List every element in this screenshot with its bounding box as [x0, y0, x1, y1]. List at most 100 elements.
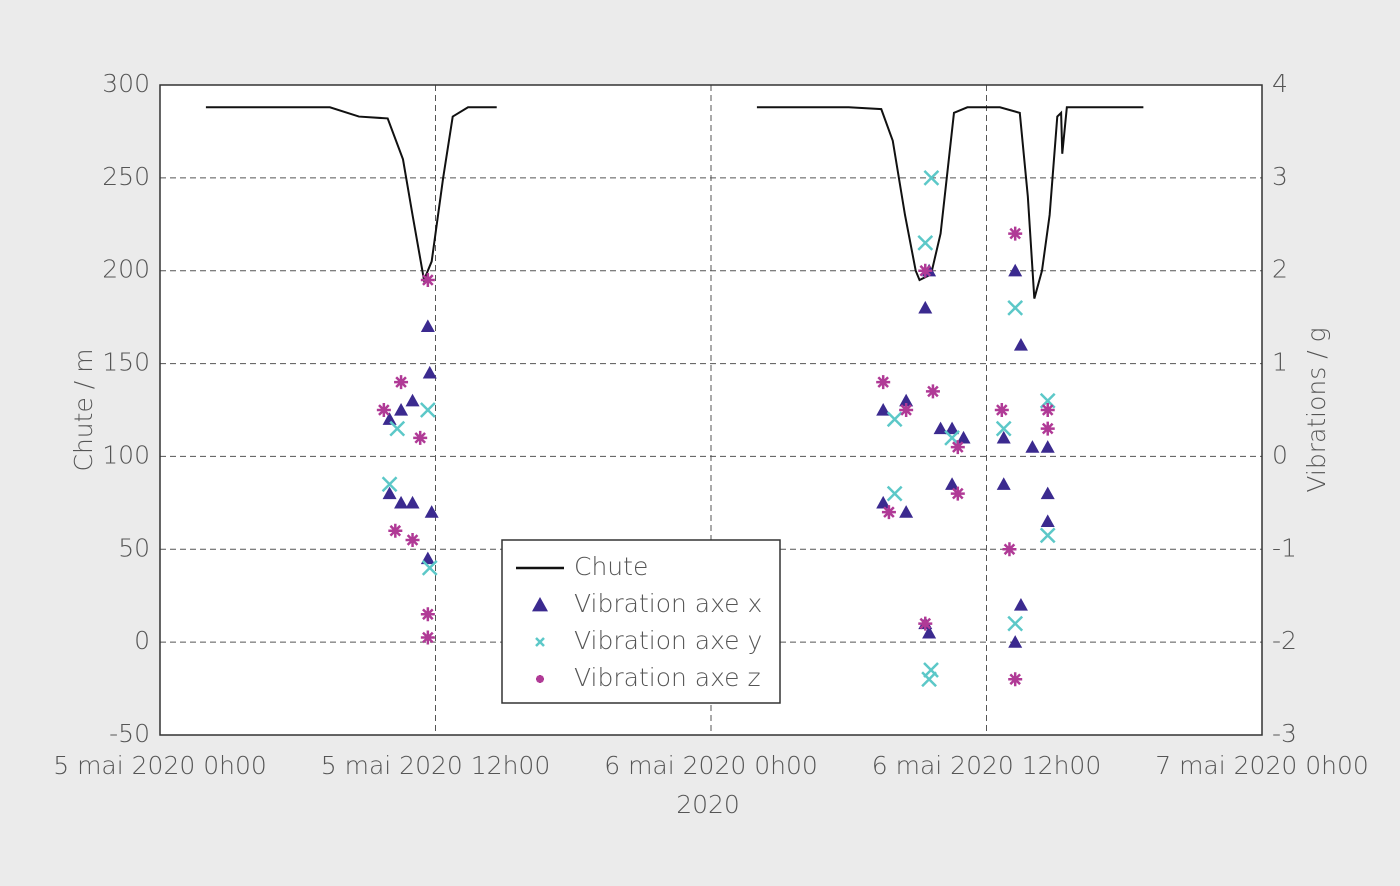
scatter-point [918, 263, 933, 278]
scatter-point [1008, 226, 1023, 241]
scatter-point [1040, 514, 1055, 528]
y-tick-label: 300 [102, 69, 150, 98]
scatter-point [933, 421, 948, 435]
y2-tick-label: 3 [1272, 162, 1288, 191]
scatter-point [1040, 421, 1055, 436]
y-tick-label: 150 [102, 348, 150, 377]
scatter-point [918, 616, 933, 631]
scatter-point [899, 393, 914, 407]
scatter-point [876, 375, 891, 390]
marks [205, 106, 1144, 688]
scatter-point [1013, 338, 1028, 351]
legend-label: Chute [574, 552, 648, 581]
scatter-point [996, 430, 1011, 444]
scatter-point [917, 234, 934, 251]
scatter-point [376, 403, 391, 417]
y-tick-label: 250 [102, 162, 150, 191]
y2-tick-label: 4 [1272, 69, 1288, 98]
scatter-point [881, 505, 896, 520]
y2-tick-label: 0 [1272, 440, 1288, 469]
scatter-point [394, 403, 409, 416]
scatter-point [950, 486, 965, 501]
x-axis-label: 2020 [676, 790, 740, 819]
legend-label: Vibration axe z [574, 663, 761, 692]
scatter-point [923, 169, 940, 186]
scatter-point [899, 505, 914, 518]
x-tick-label: 5 mai 2020 12h00 [321, 751, 550, 780]
scatter-point [956, 430, 971, 444]
scatter-point [1039, 527, 1056, 544]
legend-marker [535, 637, 545, 647]
scatter-point [1025, 440, 1040, 453]
scatter-point [1008, 635, 1023, 648]
scatter-point [424, 505, 439, 518]
scatter-point [1007, 615, 1024, 632]
y2-tick-label: -3 [1272, 719, 1297, 748]
scatter-point [419, 402, 436, 418]
legend-label: Vibration axe y [574, 626, 762, 655]
y2-tick-label: 1 [1272, 348, 1288, 377]
scatter-point [922, 625, 937, 639]
y-tick-label: 200 [102, 255, 150, 284]
scatter-point [394, 495, 409, 509]
scatter-point [945, 477, 960, 490]
scatter-point [422, 365, 437, 379]
scatter-point [1013, 598, 1028, 611]
scatter-point [950, 440, 965, 455]
y-tick-label: 50 [118, 533, 150, 562]
scatter-point [413, 430, 428, 445]
y2-tick-label: -1 [1272, 533, 1297, 562]
scatter-point [1040, 403, 1055, 417]
scatter-point [1040, 486, 1055, 500]
scatter-point [405, 495, 420, 509]
scatter-point [420, 273, 435, 287]
x-tick-label: 6 mai 2020 12h00 [872, 751, 1101, 780]
x-tick-label: 5 mai 2020 0h00 [53, 751, 267, 780]
scatter-point [420, 607, 435, 622]
line-series [205, 106, 1144, 299]
scatter-point [994, 403, 1009, 417]
scatter-point [381, 476, 398, 493]
scatter-point [1007, 299, 1024, 316]
scatter-point [389, 420, 406, 437]
y-tick-label: 100 [102, 440, 150, 469]
scatter-point [405, 533, 420, 547]
scatter-point [876, 403, 891, 416]
legend: Chute Vibration axe x Vibration axe y Vibra… [501, 539, 781, 704]
y2-axis-label: Vibrations / g [1302, 327, 1331, 492]
scatter-point [925, 384, 940, 399]
scatter-point [876, 495, 891, 509]
scatter-point [421, 559, 438, 576]
y-tick-label: 0 [134, 626, 150, 655]
scatter-point [1040, 440, 1055, 453]
x-tick-label: 7 mai 2020 0h00 [1155, 751, 1369, 780]
scatter-point [1002, 542, 1017, 557]
scatter-point [1008, 672, 1023, 687]
scatter-point [405, 393, 420, 407]
scatter-point [945, 421, 960, 435]
scatter-point [382, 412, 397, 425]
scatter-point [996, 477, 1011, 490]
legend-marker [532, 597, 548, 612]
scatter-point [995, 420, 1012, 437]
y-tick-label: -50 [109, 719, 150, 748]
y2-tick-label: -2 [1272, 626, 1297, 655]
scatter-point [886, 411, 903, 428]
scatter-point [388, 523, 403, 538]
plot-frame [159, 84, 1263, 736]
y2-tick-label: 2 [1272, 255, 1288, 284]
y-axis-label: Chute / m [69, 349, 98, 472]
scatter-point [921, 671, 937, 688]
scatter-point [918, 300, 933, 314]
scatter-point [899, 403, 914, 417]
scatter-point [420, 630, 435, 645]
scatter-point [394, 375, 409, 390]
scatter-point [886, 485, 903, 502]
scatter-point [923, 662, 939, 678]
legend-label: Vibration axe x [574, 589, 762, 618]
scatter-point [420, 319, 435, 333]
scatter-point [1008, 263, 1023, 277]
scatter-point [382, 486, 397, 500]
x-tick-label: 6 mai 2020 0h00 [604, 751, 818, 780]
